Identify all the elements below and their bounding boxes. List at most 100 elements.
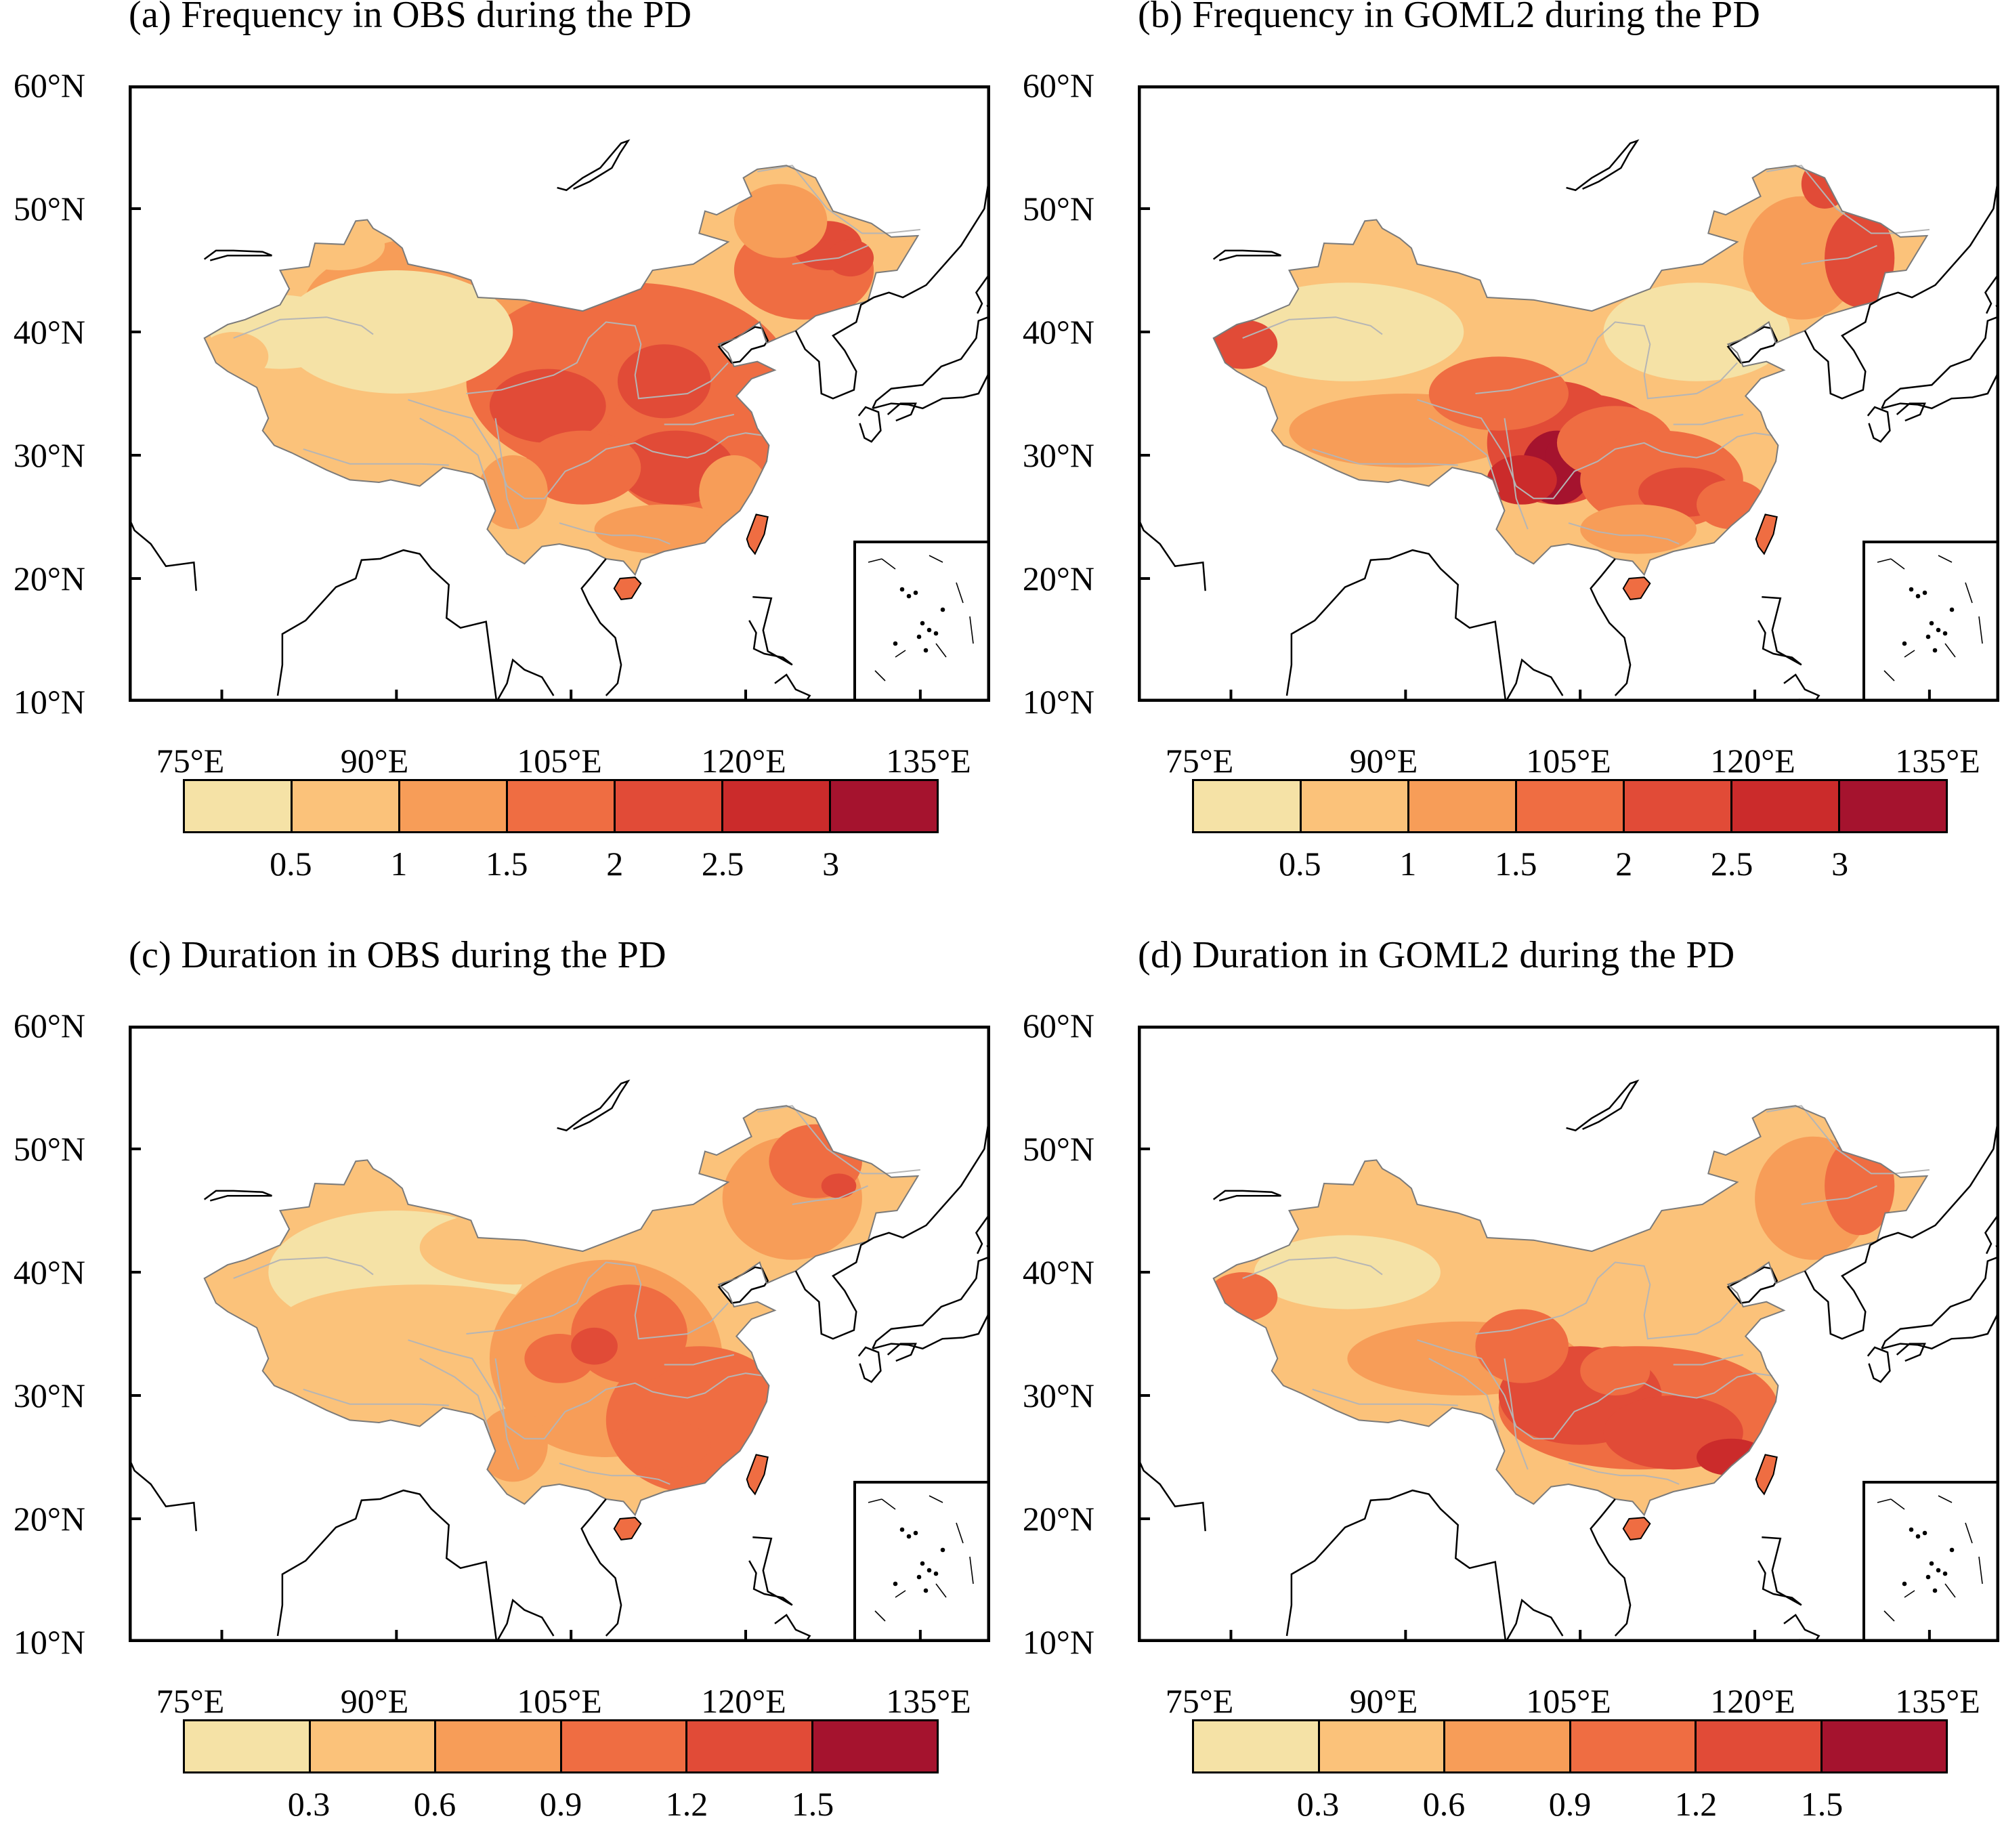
river-line xyxy=(1312,448,1458,466)
inset-boundary-dash xyxy=(935,643,947,658)
panel-c: (c) Duration in OBS during the PD 60°N 5… xyxy=(0,934,1001,1848)
shaded-contour-blob xyxy=(594,504,734,554)
shaded-contour-blob xyxy=(1231,282,1464,381)
inset-island-dot xyxy=(933,631,939,636)
river-line xyxy=(303,448,449,466)
lon-tick-90: 90°E xyxy=(340,1682,409,1720)
lat-tick-50: 50°N xyxy=(1022,190,1094,228)
china-boundary xyxy=(203,1105,920,1517)
colorbar-swatch xyxy=(1409,781,1517,831)
river-line xyxy=(1242,316,1383,339)
coastline xyxy=(774,673,811,702)
lat-tick-50: 50°N xyxy=(13,1130,85,1168)
shaded-contour-blob xyxy=(280,1284,559,1359)
map-frame xyxy=(1138,1026,1999,1642)
coastline xyxy=(1758,596,1802,666)
shaded-contour-blob xyxy=(489,369,606,443)
river-line xyxy=(466,321,729,400)
lat-tick-30: 30°N xyxy=(1022,1377,1094,1414)
coastline xyxy=(748,596,793,666)
coastline xyxy=(1212,1190,1281,1202)
coastlines xyxy=(1138,139,1999,702)
colorbar-tick-label: 1.5 xyxy=(1800,1785,1844,1823)
inset-boundary-dash xyxy=(1904,650,1915,658)
inset-island-dot xyxy=(940,607,945,612)
inset-islands xyxy=(868,1495,974,1622)
rivers xyxy=(1242,1105,1930,1485)
lon-tick-105: 105°E xyxy=(1526,742,1611,780)
coastline xyxy=(1881,315,1999,410)
inset-island-dot xyxy=(913,590,918,595)
colorbar xyxy=(183,1719,939,1773)
coastline xyxy=(276,1489,555,1642)
colorbar-tick-label: 1.5 xyxy=(486,845,528,883)
river-line xyxy=(559,522,670,545)
river-line xyxy=(1673,1353,1744,1366)
inset-island-dot xyxy=(1936,627,1941,633)
coastline xyxy=(1212,249,1281,261)
colorbar-swatch xyxy=(1319,1721,1445,1771)
map-border xyxy=(129,1026,990,1642)
taiwan-island xyxy=(1755,513,1778,555)
river-line xyxy=(1504,418,1529,530)
colorbar-swatch xyxy=(1840,781,1946,831)
lat-tick-40: 40°N xyxy=(1022,1253,1094,1291)
hainan-island xyxy=(1622,1517,1651,1540)
coastline xyxy=(1896,402,1926,422)
inset-island-dot xyxy=(1925,634,1931,639)
colorbar-swatch xyxy=(687,1721,813,1771)
river-line xyxy=(1428,417,1499,492)
coastline xyxy=(857,406,882,443)
inset-island-dot xyxy=(1949,1547,1955,1553)
river-line xyxy=(1312,1388,1458,1406)
inset-island-dot xyxy=(1902,1581,1907,1587)
coastline xyxy=(975,1211,990,1255)
inset-boundary-dash xyxy=(868,1498,882,1503)
inset-boundary-dash xyxy=(1944,1583,1956,1598)
lat-tick-50: 50°N xyxy=(13,190,85,228)
inset-island-dot xyxy=(927,627,932,633)
coastline xyxy=(1896,1343,1926,1362)
inset-island-dot xyxy=(1929,1561,1934,1566)
river-line xyxy=(1801,1185,1877,1205)
map-frame xyxy=(1138,85,1999,702)
shaded-contour-blob xyxy=(1697,480,1767,530)
colorbar-swatch xyxy=(436,1721,562,1771)
inset-boundary-dash xyxy=(1978,1556,1983,1584)
colorbar-swatch xyxy=(293,781,400,831)
lon-tick-135: 135°E xyxy=(886,1682,971,1720)
river-line xyxy=(419,417,490,492)
colorbar xyxy=(1192,1719,1948,1773)
coastline xyxy=(1590,558,1632,696)
shaded-contour-blob xyxy=(1475,1309,1569,1383)
lat-tick-20: 20°N xyxy=(13,560,85,597)
shaded-contour-blob xyxy=(477,1408,548,1482)
shaded-contour-blob xyxy=(280,406,467,480)
map-frame xyxy=(129,1026,990,1642)
inset-boundary-dash xyxy=(935,1583,947,1598)
colorbar-tick-label: 1.2 xyxy=(1674,1785,1718,1823)
shaded-field xyxy=(204,1106,918,1515)
inset-island-dot xyxy=(916,634,922,639)
inset-island-dot xyxy=(1936,1568,1941,1573)
inset-island-dot xyxy=(1902,641,1907,646)
coastlines xyxy=(129,139,990,702)
lat-tick-20: 20°N xyxy=(1022,1500,1094,1538)
shaded-contour-blob xyxy=(1580,504,1697,554)
lon-tick-90: 90°E xyxy=(1349,742,1418,780)
lat-tick-30: 30°N xyxy=(13,1377,85,1414)
colorbar-tick-label: 0.6 xyxy=(1422,1785,1466,1823)
coastlines xyxy=(1138,1079,1999,1642)
colorbar-tick-label: 2 xyxy=(606,845,624,883)
map-svg xyxy=(1138,85,1999,702)
coastline xyxy=(1566,1079,1640,1132)
colorbar-swatch xyxy=(185,1721,311,1771)
colorbar-tick-label: 2 xyxy=(1615,845,1633,883)
inset-islands xyxy=(1877,1495,1983,1622)
lon-tick-120: 120°E xyxy=(701,1682,786,1720)
colorbar-swatch xyxy=(1822,1721,1946,1771)
lat-tick-50: 50°N xyxy=(1022,1130,1094,1168)
coastline xyxy=(872,1255,990,1350)
inset-island-dot xyxy=(1915,1534,1921,1539)
colorbar-swatch xyxy=(831,781,937,831)
